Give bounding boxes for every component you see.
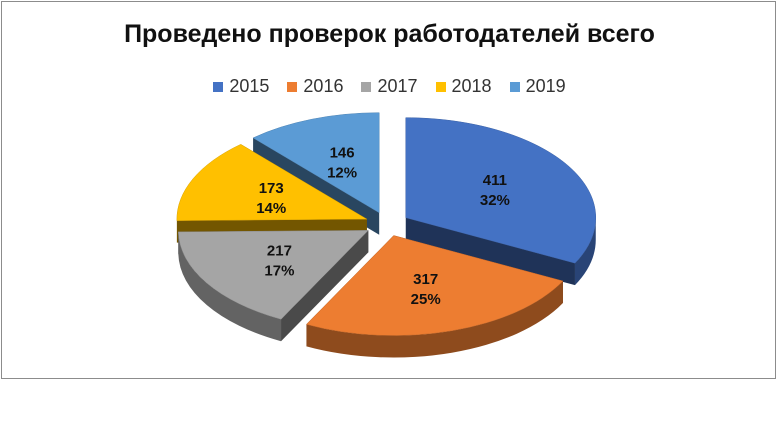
- slice-2019: [252, 112, 380, 214]
- legend-item-2016: 2016: [287, 76, 343, 97]
- chart-title: Проведено проверок работодателей всего: [124, 20, 655, 48]
- legend-label-2017: 2017: [377, 76, 418, 96]
- legend-swatch-2019: [509, 81, 520, 92]
- legend-label-2018: 2018: [451, 76, 492, 96]
- slice-2018: [176, 144, 368, 221]
- legend-swatch-2017: [361, 81, 372, 92]
- data-label-value-2016: 317: [413, 271, 438, 288]
- data-label-value-2017: 217: [267, 242, 292, 259]
- slice-2017-wall-start: [281, 230, 369, 342]
- legend-swatch-2015: [213, 81, 224, 92]
- legend-item-2017: 2017: [361, 76, 418, 97]
- data-label-value-2018: 173: [259, 180, 284, 197]
- slice-2015-wall-end: [405, 217, 575, 286]
- legend-item-2019: 2019: [509, 76, 566, 97]
- slice-2017-outer-wall-0: [178, 231, 282, 342]
- legend-label-2019: 2019: [525, 76, 566, 96]
- data-label-percent-2015: 32%: [480, 192, 510, 209]
- data-label-value-2019: 146: [330, 144, 355, 161]
- legend-swatch-2018: [435, 81, 446, 92]
- legend: 2015 2016 2017 2018 2019: [2, 76, 777, 97]
- data-label-percent-2017: 17%: [264, 262, 294, 279]
- data-label-value-2015: 411: [483, 172, 507, 189]
- chart-frame: Проведено проверок работодателей всего 2…: [1, 1, 776, 379]
- legend-item-2015: 2015: [213, 76, 269, 97]
- legend-label-2016: 2016: [303, 76, 344, 96]
- slice-2015-outer-wall-0: [574, 217, 596, 286]
- data-label-percent-2019: 12%: [327, 164, 357, 181]
- slice-2017: [178, 230, 369, 320]
- legend-swatch-2016: [287, 81, 298, 92]
- legend-item-2018: 2018: [435, 76, 492, 97]
- slice-2016-outer-wall-0: [306, 281, 563, 358]
- pie-chart: 411 32% 317 25% 217 17% 173 14% 146 12%: [176, 112, 597, 358]
- slice-2015: [405, 117, 597, 264]
- data-label-percent-2018: 14%: [256, 200, 286, 217]
- data-label-percent-2016: 25%: [411, 291, 441, 308]
- slice-tops: [176, 112, 597, 336]
- legend-label-2015: 2015: [229, 76, 270, 96]
- slice-2016: [305, 235, 564, 336]
- data-labels: 411 32% 317 25% 217 17% 173 14% 146 12%: [256, 144, 510, 308]
